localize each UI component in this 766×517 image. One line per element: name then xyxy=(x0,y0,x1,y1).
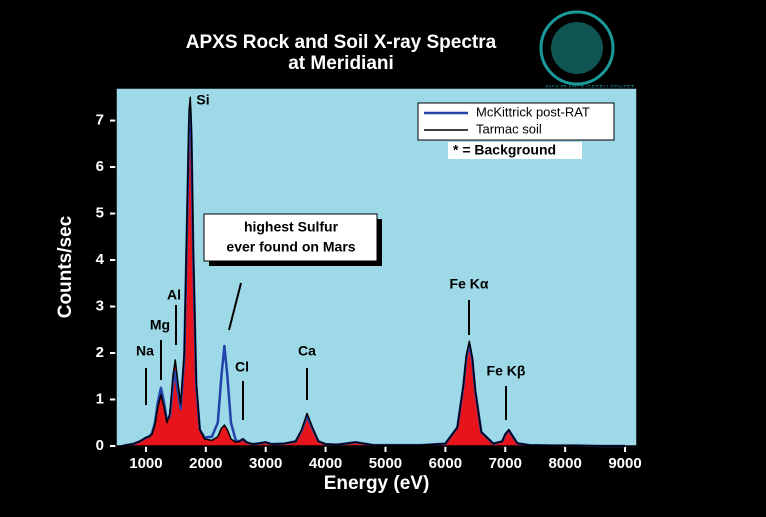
area-fill xyxy=(121,97,626,446)
y-tick-label: 5 xyxy=(96,205,104,222)
peak-label: Ca xyxy=(298,343,316,359)
peak-label: Si xyxy=(196,92,209,108)
y-axis-label: Counts/sec xyxy=(55,215,76,318)
peak-label: Mg xyxy=(150,317,170,333)
peak-label: Cl xyxy=(235,359,249,375)
y-tick-label: 6 xyxy=(96,158,104,175)
logo-ring xyxy=(539,10,615,86)
legend-note: * = Background xyxy=(453,142,556,158)
y-tick-label: 0 xyxy=(96,437,104,454)
peak-label: Al xyxy=(167,287,181,303)
y-tick-label: 2 xyxy=(96,344,104,361)
x-tick-label: 4000 xyxy=(309,455,342,472)
callout-pointer xyxy=(228,282,242,331)
callout-text: highest Sulfur xyxy=(244,219,339,235)
chart-title: APXS Rock and Soil X-ray Spectra xyxy=(186,32,497,53)
callout-text: ever found on Mars xyxy=(226,239,355,255)
x-tick-label: 3000 xyxy=(249,455,282,472)
x-tick-label: 9000 xyxy=(608,455,641,472)
x-tick-label: 2000 xyxy=(189,455,222,472)
legend-label: Tarmac soil xyxy=(476,121,542,136)
peak-label: Na xyxy=(136,343,154,359)
peak-label: Fe Kα xyxy=(450,276,489,292)
x-tick-label: 7000 xyxy=(489,455,522,472)
legend-box xyxy=(417,102,615,141)
chart-subtitle: at Meridiani xyxy=(288,53,394,74)
x-axis-label: Energy (eV) xyxy=(324,473,430,494)
y-tick-label: 1 xyxy=(96,390,104,407)
x-tick-label: 6000 xyxy=(429,455,462,472)
series-line xyxy=(121,96,626,447)
y-tick-label: 3 xyxy=(96,297,104,314)
x-tick-label: 5000 xyxy=(369,455,402,472)
plot-frame xyxy=(115,87,638,447)
y-tick-label: 4 xyxy=(96,251,105,268)
x-tick-label: 8000 xyxy=(548,455,581,472)
logo-head xyxy=(551,22,603,74)
y-tick-label: 7 xyxy=(96,112,104,129)
legend-label: McKittrick post-RAT xyxy=(476,104,590,119)
peak-label: Fe Kβ xyxy=(487,363,526,379)
callout-box xyxy=(203,213,378,262)
legend-note-box xyxy=(448,142,582,159)
x-tick-label: 1000 xyxy=(129,455,162,472)
